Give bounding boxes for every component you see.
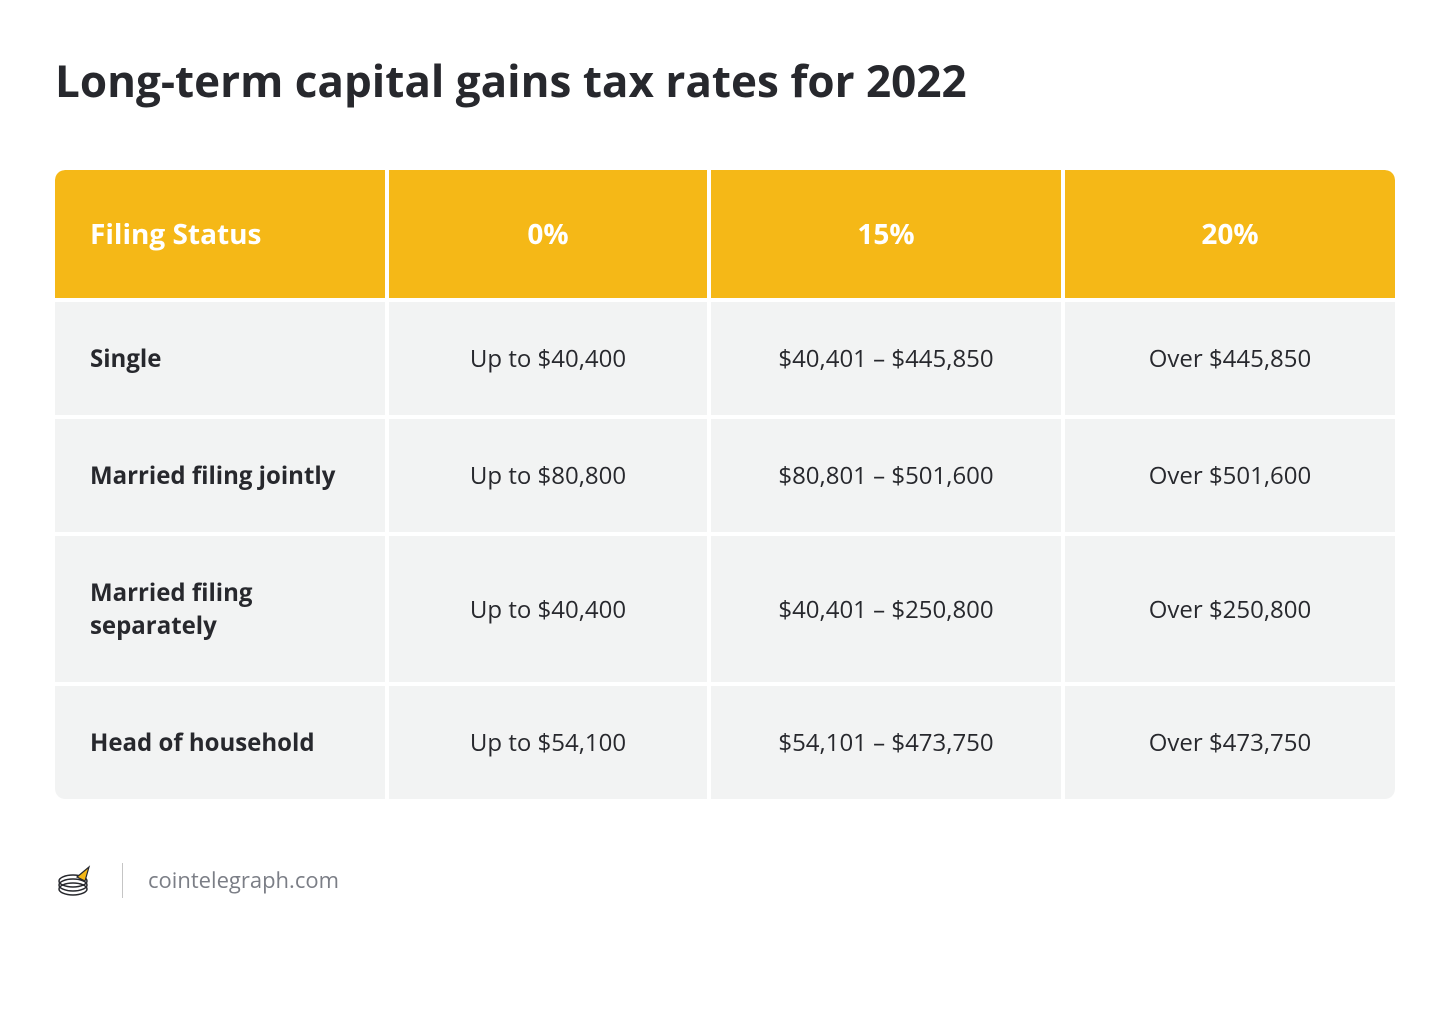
row-rate-15: $40,401 – $445,850	[711, 302, 1061, 415]
row-status: Single	[55, 302, 385, 415]
row-rate-0: Up to $40,400	[389, 302, 707, 415]
row-rate-20: Over $473,750	[1065, 686, 1395, 799]
header-rate-20: 20%	[1065, 170, 1395, 298]
row-status: Married filing separately	[55, 536, 385, 682]
table-row: Single Up to $40,400 $40,401 – $445,850 …	[55, 302, 1395, 415]
table-row: Married filing separately Up to $40,400 …	[55, 536, 1395, 682]
footer-divider	[122, 863, 123, 898]
row-rate-20: Over $250,800	[1065, 536, 1395, 682]
table-header-row: Filing Status 0% 15% 20%	[55, 170, 1395, 298]
row-rate-15: $40,401 – $250,800	[711, 536, 1061, 682]
header-filing-status: Filing Status	[55, 170, 385, 298]
tax-table: Filing Status 0% 15% 20% Single Up to $4…	[55, 170, 1395, 799]
footer: cointelegraph.com	[55, 859, 1395, 901]
row-rate-0: Up to $54,100	[389, 686, 707, 799]
row-rate-20: Over $445,850	[1065, 302, 1395, 415]
row-status: Married filing jointly	[55, 419, 385, 532]
row-rate-0: Up to $40,400	[389, 536, 707, 682]
footer-source-text: cointelegraph.com	[148, 865, 339, 895]
row-rate-15: $80,801 – $501,600	[711, 419, 1061, 532]
tax-table-container: Filing Status 0% 15% 20% Single Up to $4…	[55, 170, 1395, 799]
table-row: Head of household Up to $54,100 $54,101 …	[55, 686, 1395, 799]
row-rate-20: Over $501,600	[1065, 419, 1395, 532]
header-rate-15: 15%	[711, 170, 1061, 298]
header-rate-0: 0%	[389, 170, 707, 298]
cointelegraph-logo-icon	[55, 859, 97, 901]
page-title: Long-term capital gains tax rates for 20…	[55, 50, 1395, 110]
table-row: Married filing jointly Up to $80,800 $80…	[55, 419, 1395, 532]
row-rate-0: Up to $80,800	[389, 419, 707, 532]
row-status: Head of household	[55, 686, 385, 799]
row-rate-15: $54,101 – $473,750	[711, 686, 1061, 799]
